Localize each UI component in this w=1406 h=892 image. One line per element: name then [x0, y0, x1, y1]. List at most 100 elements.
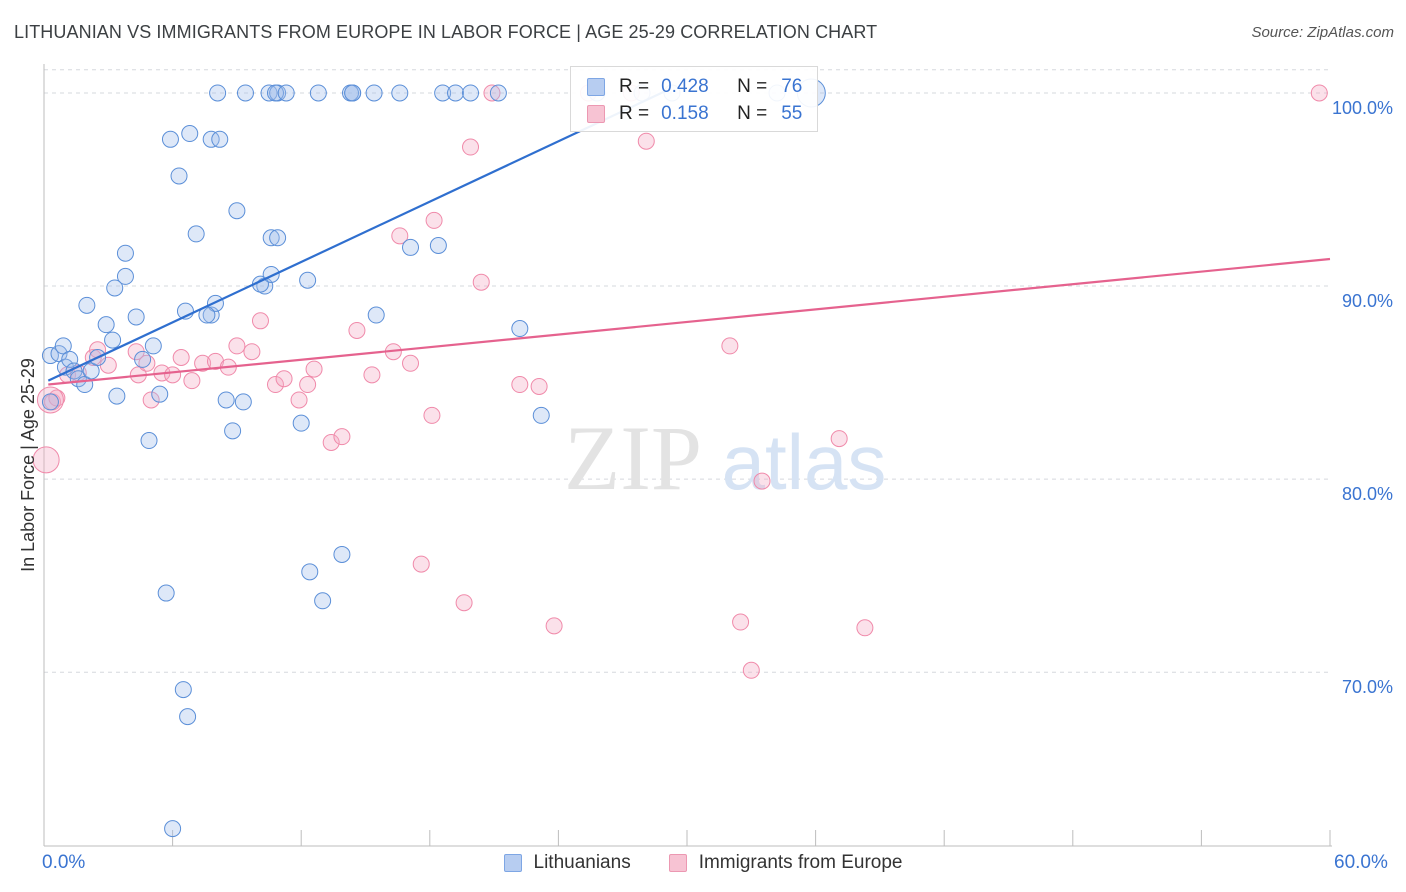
legend-n-label: N =	[737, 103, 768, 124]
lithuanians-point	[532, 406, 550, 424]
immigrants-point	[511, 376, 529, 394]
lithuanians-point	[344, 84, 362, 102]
series-lithuanians-points	[41, 78, 826, 838]
lithuanians-point	[314, 592, 332, 610]
lithuanians-point	[209, 84, 227, 102]
lithuanians-point	[187, 225, 205, 243]
immigrants-point	[402, 354, 420, 372]
lithuanians-point	[429, 237, 447, 255]
immigrants-point	[1310, 84, 1328, 102]
lithuanians-point	[104, 331, 122, 349]
trend-line-immigrants	[48, 257, 1331, 386]
source-label: Source: ZipAtlas.com	[1251, 24, 1394, 41]
lithuanians-point	[161, 130, 179, 148]
legend-n-label: N =	[737, 76, 768, 97]
y-tick-label: 100.0%	[1332, 98, 1393, 118]
lithuanians-point	[211, 130, 229, 148]
watermark-atlas: atlas	[722, 418, 887, 506]
legend-item-lithuanians[interactable]: Lithuanians	[503, 852, 631, 874]
immigrants-point	[391, 227, 409, 245]
lithuanians-point	[127, 308, 145, 326]
chart-title: LITHUANIAN VS IMMIGRANTS FROM EUROPE IN …	[14, 22, 878, 42]
immigrants-point	[164, 366, 182, 384]
immigrants-point	[425, 211, 443, 229]
legend-n-value: 76	[781, 76, 803, 97]
immigrants-point	[721, 337, 739, 355]
immigrants-point	[32, 446, 60, 474]
immigrants-point	[348, 321, 366, 339]
lithuanians-point	[217, 391, 235, 409]
watermark: ZIP atlas	[564, 407, 886, 509]
lithuanians-point	[170, 167, 188, 185]
legend-label-lithuanians: Lithuanians	[533, 852, 631, 873]
legend-swatch-blue	[587, 78, 605, 96]
stats-legend: R = 0.428 N = 76 R = 0.158 N = 55	[570, 66, 818, 132]
immigrants-point	[228, 337, 246, 355]
legend-r-value: 0.428	[661, 76, 709, 97]
lithuanians-point	[41, 347, 59, 365]
lithuanians-point	[391, 84, 409, 102]
lithuanians-point	[224, 422, 242, 440]
immigrants-point	[251, 312, 269, 330]
lithuanians-point	[277, 84, 295, 102]
lithuanians-point	[157, 584, 175, 602]
legend-n-value: 55	[781, 103, 803, 124]
immigrants-point	[275, 370, 293, 388]
lithuanians-point	[447, 84, 465, 102]
immigrants-point	[142, 391, 160, 409]
trend-line-lithuanians	[47, 90, 667, 382]
lithuanians-point	[202, 130, 220, 148]
lithuanians-point	[309, 84, 327, 102]
y-tick-label: 90.0%	[1342, 291, 1393, 311]
immigrants-point	[455, 594, 473, 612]
immigrants-point	[483, 84, 501, 102]
bottom-legend: Lithuanians Immigrants from Europe	[0, 852, 1406, 874]
lithuanians-point	[301, 563, 319, 581]
lithuanians-point	[179, 708, 197, 726]
immigrants-point	[322, 433, 340, 451]
immigrants-point	[183, 372, 201, 390]
immigrants-point	[363, 366, 381, 384]
immigrants-point	[856, 619, 874, 637]
lithuanians-point	[134, 350, 152, 368]
y-axis-label: In Labor Force | Age 25-29	[18, 358, 38, 572]
lithuanians-point	[434, 84, 452, 102]
lithuanians-point	[228, 202, 246, 220]
legend-swatch-pink	[668, 854, 687, 872]
lithuanians-point	[106, 279, 124, 297]
lithuanians-point	[41, 393, 59, 411]
immigrants-point	[830, 430, 848, 448]
immigrants-point	[462, 138, 480, 156]
immigrants-point	[266, 376, 284, 394]
lithuanians-point	[108, 387, 126, 405]
lithuanians-point	[367, 306, 385, 324]
lithuanians-point	[511, 320, 529, 338]
lithuanians-point	[269, 229, 287, 247]
lithuanians-point	[262, 229, 280, 247]
trend-lines	[47, 90, 1331, 386]
lithuanians-point	[140, 432, 158, 450]
lithuanians-point	[116, 244, 134, 262]
lithuanians-point	[489, 84, 507, 102]
immigrants-point	[243, 343, 261, 361]
immigrants-point	[530, 377, 548, 395]
immigrants-point	[732, 613, 750, 631]
lithuanians-point	[365, 84, 383, 102]
axes	[43, 64, 1332, 847]
lithuanians-point	[260, 84, 278, 102]
lithuanians-point	[164, 820, 182, 838]
y-tick-labels: 70.0% 80.0% 90.0% 100.0%	[1332, 98, 1393, 697]
legend-swatch-pink	[587, 105, 605, 123]
legend-item-immigrants[interactable]: Immigrants from Europe	[668, 852, 903, 874]
immigrants-point	[299, 376, 317, 394]
lithuanians-point	[151, 385, 169, 403]
lithuanians-point	[299, 271, 317, 289]
lithuanians-point	[97, 316, 115, 334]
immigrants-point	[194, 354, 212, 372]
lithuanians-point	[292, 414, 310, 432]
lithuanians-point	[78, 296, 96, 314]
x-tick-max: 60.0%	[1334, 852, 1388, 873]
lithuanians-point	[116, 267, 134, 285]
legend-label-immigrants: Immigrants from Europe	[698, 852, 903, 873]
